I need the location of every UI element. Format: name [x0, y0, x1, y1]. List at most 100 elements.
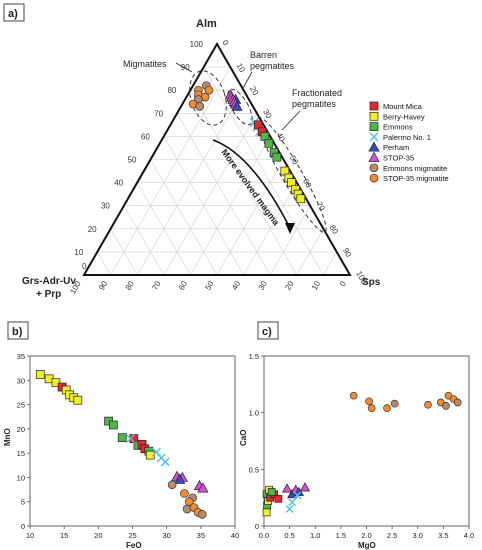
tick-label-alm: 80: [167, 86, 176, 95]
legend-marker-stop35: [368, 151, 380, 162]
y-tick-label: 0.5: [249, 465, 259, 474]
panel-b-ticks: 10 15 20 25 30 35 40 0 5 10 15 20 25 30 35: [17, 352, 240, 540]
annotation-fractionated-leader: [281, 110, 301, 131]
point-berry_havey: [262, 508, 271, 517]
tick-label-alm: 30: [101, 202, 110, 211]
annotation-barren-leader: [242, 71, 253, 89]
legend-item: Perham: [368, 141, 409, 152]
grid-line-sps: [269, 205, 311, 276]
panel-a-label: a): [8, 8, 18, 20]
evolution-arrowhead: [285, 223, 295, 234]
x-tick-label: 40: [231, 531, 239, 540]
point-palermo: [160, 457, 170, 467]
grid-line-grs: [176, 113, 271, 276]
tick-label-alm: 20: [88, 225, 97, 234]
tick-label-zero: 0: [82, 262, 87, 271]
annotation-fractionated-2: pegmatites: [292, 99, 337, 109]
x-tick-label: 0.5: [284, 531, 294, 540]
annotation-migmatites-leader: [175, 62, 193, 73]
panel-c-points: [262, 391, 462, 517]
x-tick-label: 1.5: [336, 531, 346, 540]
point-emmons: [117, 433, 127, 442]
ternary-point-emmons: [264, 138, 274, 148]
x-tick-label: 25: [128, 531, 136, 540]
tick-label-alm: 100: [190, 40, 204, 49]
x-tick-label: 0.0: [259, 531, 269, 540]
panel-a: a) Alm Grs-Adr-Uv + Prp Sps 102030405060…: [3, 3, 449, 300]
point-stop35_migmatite: [180, 489, 189, 498]
panel-c: c) 0.0 0.5 1.0 1.5 2.0 2.5 3.0 3.5 4.0 0 0.5 1.0 1.5…: [239, 321, 475, 550]
grid-line-sps: [216, 159, 284, 276]
tick-label-grs: 70: [150, 279, 163, 292]
ternary-tick-labels: 1020304050607080901001020304050607080901…: [68, 39, 369, 296]
legend-item: Palermo No. 1: [369, 132, 431, 142]
y-tick-label: 0: [21, 522, 25, 531]
tick-label-alm: 90: [181, 63, 190, 72]
point-stop35_migmatite: [367, 404, 376, 412]
ternary-point-emmons_migmatite: [195, 102, 205, 111]
y-tick-label: 10: [17, 473, 25, 482]
ternary-point-emmons: [272, 152, 282, 162]
legend-label: Emmons: [383, 123, 413, 132]
y-tick-label: 5: [21, 498, 25, 507]
ternary-point-perham: [231, 100, 243, 111]
grid-line-sps: [296, 228, 324, 276]
tick-label-sps: 80: [328, 223, 341, 236]
panel-c-ylabel: CaO: [239, 430, 248, 446]
ternary-frame: [82, 41, 352, 276]
grid-line-sps: [243, 182, 298, 276]
point-emmons_migmatite: [453, 398, 462, 407]
tick-label-sps: 50: [288, 154, 301, 167]
x-tick-label: 3.5: [438, 531, 448, 540]
evolution-arrow: [212, 139, 291, 229]
fractionated-ellipse: [257, 117, 327, 233]
grid-line-grs: [136, 182, 191, 276]
tick-label-alm: 70: [154, 109, 163, 118]
grid-line-grs: [97, 251, 111, 276]
point-mount_mica: [274, 494, 283, 503]
grid-line-grs: [203, 66, 324, 276]
panel-b-label-box: [7, 321, 29, 340]
tick-label-grs: 20: [283, 279, 296, 292]
tick-label-sps: 60: [301, 177, 314, 190]
x-tick-label: 2.5: [387, 531, 397, 540]
legend-label: Emmons migmatite: [383, 164, 447, 173]
tick-label-alm: 10: [74, 248, 83, 257]
tick-label-grs: 40: [230, 279, 243, 292]
panel-c-ticks: 0.0 0.5 1.0 1.5 2.0 2.5 3.0 3.5 4.0 0 0.5 1.0 1.5: [249, 352, 475, 540]
legend-item: Emmons migmatite: [369, 163, 447, 173]
point-emmons_migmatite: [167, 480, 177, 490]
point-stop35: [281, 483, 293, 493]
legend-item: Emmons: [369, 122, 413, 132]
apex-left-label-2: + Prp: [36, 289, 61, 300]
annotation-barren-2: pegmatites: [250, 61, 295, 71]
panel-a-label-box: [3, 3, 25, 22]
point-perham: [174, 473, 186, 484]
annotation-fractionated-1: Fractionated: [292, 88, 342, 98]
y-tick-label: 15: [17, 449, 25, 458]
annotation-migmatites: Migmatites: [123, 59, 167, 69]
y-tick-label: 1.5: [249, 352, 259, 361]
point-emmons_migmatite: [390, 399, 399, 408]
point-perham: [293, 486, 304, 496]
tick-label-alm: 60: [141, 132, 150, 141]
legend-marker-emmons_migmatite: [369, 163, 379, 173]
barren-ellipse: [227, 88, 253, 126]
tick-label-sps: 30: [261, 108, 274, 121]
panel-c-xlabel: MgO: [358, 541, 376, 550]
ternary-point-berry_havey: [296, 194, 306, 204]
point-emmons: [267, 488, 276, 496]
point-palermo: [288, 498, 297, 507]
y-tick-label: 30: [17, 376, 25, 385]
point-palermo: [151, 447, 161, 457]
point-stop35_migmatite: [349, 391, 358, 400]
panel-b-ylabel: MnO: [3, 428, 12, 446]
legend-marker-stop35_migmatite: [369, 173, 379, 183]
tick-label-zero: 0: [338, 279, 348, 288]
legend-marker-perham: [368, 141, 380, 152]
point-stop35_migmatite: [365, 397, 373, 406]
legend-label: Berry-Havey: [383, 112, 425, 121]
grid-line-grs: [110, 228, 138, 276]
annotation-barren-1: Barren: [250, 50, 277, 60]
